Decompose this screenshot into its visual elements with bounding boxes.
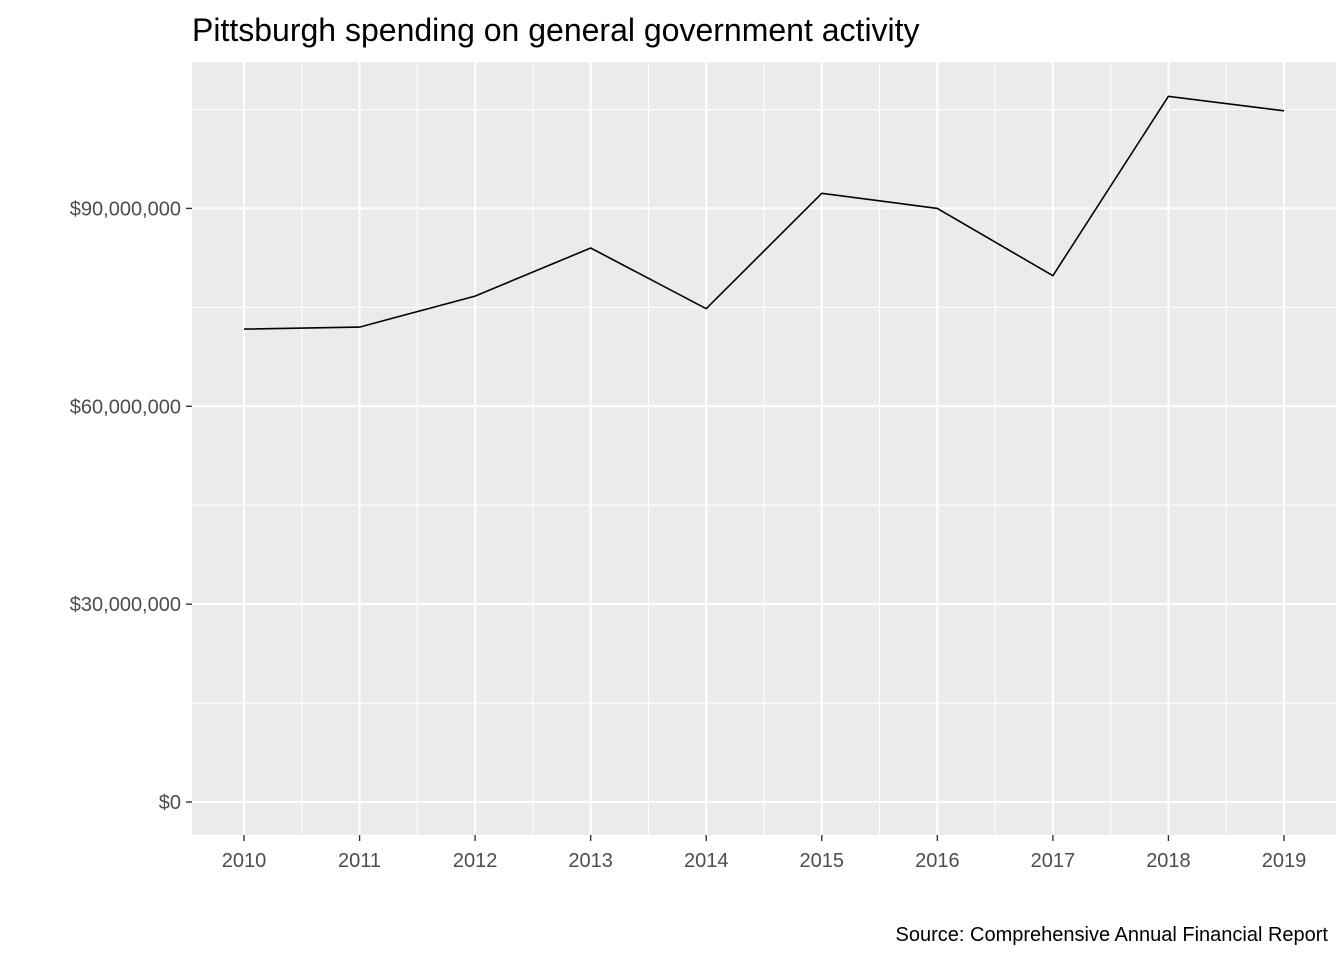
data-point-2012 [474, 295, 476, 297]
y-tick-label: $90,000,000 [70, 198, 181, 220]
x-axis: 2010 2011 2012 2013 2014 2015 2016 2017 2018 2019 [222, 835, 1307, 872]
x-tick-label: 2013 [568, 850, 613, 872]
data-point-2015 [821, 192, 823, 194]
chart-title: Pittsburgh spending on general governmen… [192, 12, 920, 48]
x-tick-label: 2014 [684, 850, 729, 872]
x-tick-label: 2018 [1146, 850, 1191, 872]
data-point-2017 [1052, 275, 1054, 277]
data-point-2010 [243, 328, 245, 330]
y-tick-label: $60,000,000 [70, 396, 181, 418]
data-point-2018 [1167, 95, 1169, 97]
x-tick-label: 2011 [338, 850, 381, 872]
data-point-2019 [1283, 110, 1285, 112]
y-tick-label: $30,000,000 [70, 594, 181, 616]
data-point-2013 [590, 247, 592, 249]
x-tick-label: 2019 [1262, 850, 1307, 872]
y-axis: $0 $30,000,000 $60,000,000 $90,000,000 [70, 198, 192, 814]
y-tick-label: $0 [159, 792, 181, 814]
data-point-2016 [936, 207, 938, 209]
x-tick-label: 2016 [915, 850, 960, 872]
x-tick-label: 2010 [222, 850, 267, 872]
x-tick-label: 2015 [800, 850, 845, 872]
chart-caption: Source: Comprehensive Annual Financial R… [896, 924, 1329, 946]
x-tick-label: 2012 [453, 850, 498, 872]
x-tick-label: 2017 [1031, 850, 1076, 872]
data-point-2011 [359, 326, 361, 328]
data-point-2014 [705, 308, 707, 310]
major-gridlines [192, 62, 1336, 835]
minor-gridlines [192, 62, 1336, 835]
series-line [243, 95, 1285, 330]
